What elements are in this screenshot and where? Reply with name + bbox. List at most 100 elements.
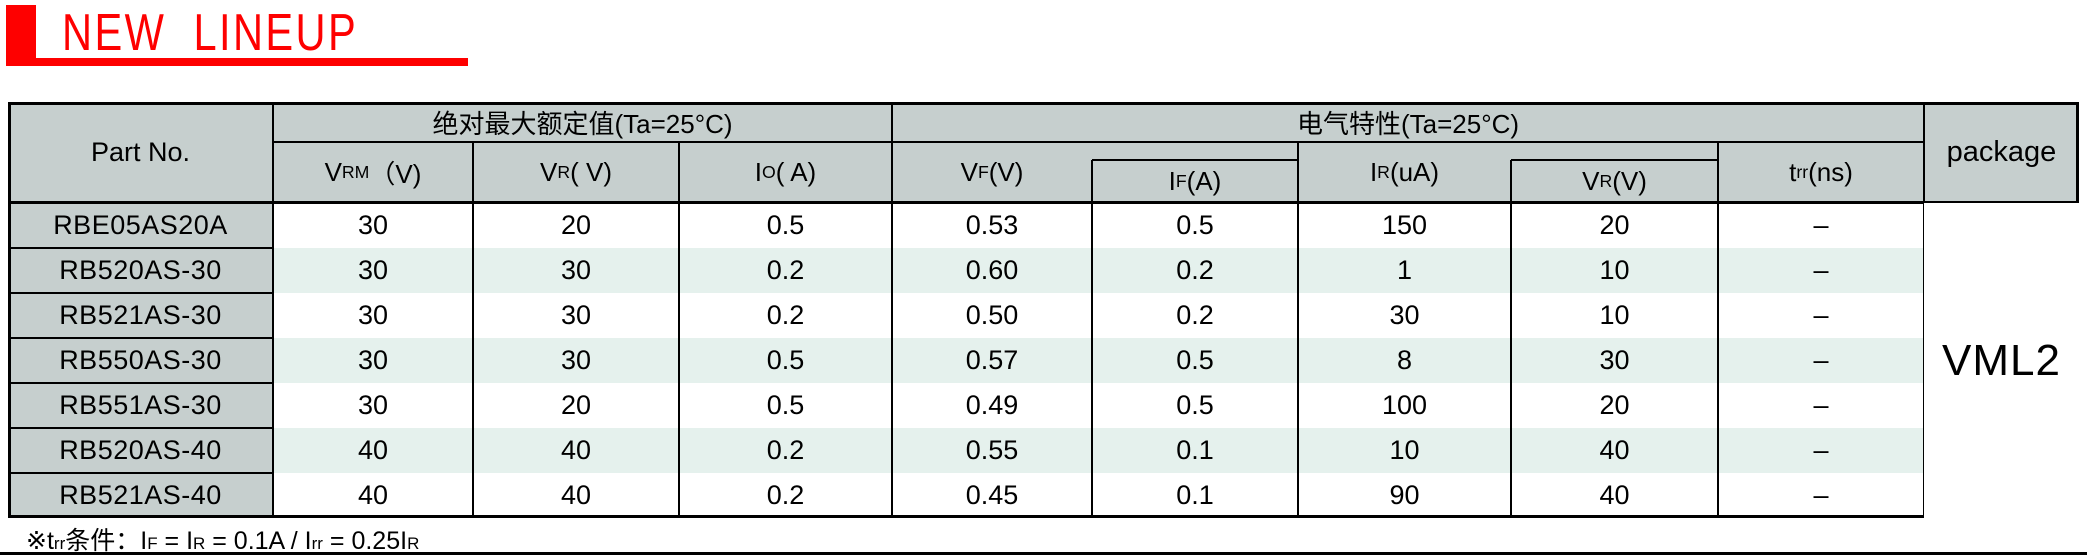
- part-no-cell: RB520AS-40: [59, 435, 222, 465]
- package-header: package: [1946, 136, 2057, 168]
- vf-value-cell: 0.60: [965, 255, 1019, 285]
- io-value-cell: 0.5: [766, 345, 805, 375]
- title-word-1: NEW: [62, 4, 167, 62]
- part-row-divider-2: [8, 292, 274, 294]
- vr-max-value-cell: 30: [560, 255, 592, 285]
- io-value-cell: 0.5: [766, 390, 805, 420]
- if-box-top-rule: [1092, 159, 1298, 161]
- vrm-subscript: RM: [341, 162, 370, 182]
- io-unit: ( A): [775, 157, 817, 187]
- vf-value-cell: 0.49: [965, 390, 1019, 420]
- ir-value-cell: 1: [1396, 255, 1413, 285]
- part-row-divider-6: [8, 472, 274, 474]
- col-rule-vrm: [472, 142, 474, 518]
- if-value-cell: 0.5: [1176, 210, 1214, 240]
- vr-box-top-rule: [1511, 159, 1718, 161]
- vr-max-value-cell: 30: [560, 300, 592, 330]
- vf-value-cell: 0.45: [965, 480, 1019, 510]
- footnote-text: 条件：I: [65, 527, 148, 555]
- ir-value-cell: 30: [1389, 300, 1420, 330]
- part-row-divider-3: [8, 337, 274, 339]
- vrm-value-cell: 30: [357, 345, 389, 375]
- ir-value-cell: 90: [1389, 480, 1420, 510]
- group-header-abs-max: 绝对最大额定值(Ta=25°C): [432, 108, 733, 139]
- lineup-table: Part No. 绝对最大额定值(Ta=25°C) 电气特性(Ta=25°C) …: [8, 102, 2079, 518]
- trr-value-cell: –: [1813, 255, 1829, 285]
- trr-value-cell: –: [1813, 480, 1829, 510]
- io-value-cell: 0.2: [766, 480, 805, 510]
- part-row-divider-1: [8, 247, 274, 249]
- vf-value-cell: 0.55: [965, 435, 1019, 465]
- col-rule-vrmeas: [1717, 142, 1719, 518]
- if-symbol: I: [1168, 166, 1176, 196]
- part-no-cell: RB550AS-30: [59, 345, 222, 375]
- column-header-vrm: V RM （V): [273, 142, 473, 203]
- col-rule-vrmax: [678, 142, 680, 518]
- io-value-cell: 0.2: [766, 435, 805, 465]
- vrm-value-cell: 40: [357, 480, 389, 510]
- vrm-value-cell: 30: [357, 255, 389, 285]
- vr-meas-value-cell: 20: [1599, 390, 1630, 420]
- col-rule-vf: [1091, 160, 1093, 518]
- if-value-cell: 0.5: [1176, 345, 1214, 375]
- trr-value-cell: –: [1813, 210, 1829, 240]
- table-border-bottom: [8, 515, 2079, 518]
- vrm-value-cell: 30: [357, 210, 389, 240]
- table-border-left: [8, 102, 11, 518]
- footnote-text: = 0.1A / I: [205, 527, 312, 555]
- vr-meas-value-cell: 40: [1599, 480, 1630, 510]
- row-stripe-4: [273, 338, 1924, 383]
- if-value-cell: 0.2: [1176, 300, 1214, 330]
- column-header-io: I O( A): [679, 142, 892, 203]
- vr-max-subscript: R: [557, 162, 571, 182]
- if-value-cell: 0.5: [1176, 390, 1214, 420]
- vr-meas-symbol: V: [1582, 166, 1600, 196]
- io-symbol: I: [754, 157, 763, 187]
- part-row-divider-5: [8, 427, 274, 429]
- col-rule-io: [891, 102, 893, 518]
- table-border-top: [8, 102, 2079, 105]
- vr-max-value-cell: 30: [560, 345, 592, 375]
- vf-value-cell: 0.50: [965, 300, 1019, 330]
- vr-max-value-cell: 40: [560, 480, 592, 510]
- part-no-cell: RB521AS-40: [59, 480, 222, 510]
- part-no-cell: RB551AS-30: [59, 390, 222, 420]
- vrm-value-cell: 40: [357, 435, 389, 465]
- if-value-cell: 0.2: [1176, 255, 1214, 285]
- io-value-cell: 0.2: [766, 300, 805, 330]
- package-value-cell: VML2: [1924, 203, 2079, 518]
- vrm-value-cell: 30: [357, 300, 389, 330]
- trr-symbol: t: [1789, 157, 1797, 187]
- ir-subscript: R: [1377, 162, 1390, 182]
- ir-value-cell: 8: [1396, 345, 1413, 375]
- vr-meas-value-cell: 10: [1599, 300, 1630, 330]
- footnote-subscript: R: [193, 534, 206, 553]
- vrm-unit: （V): [369, 159, 422, 189]
- vr-meas-value-cell: 30: [1599, 345, 1630, 375]
- part-no-header: Part No.: [90, 137, 191, 167]
- io-subscript: O: [762, 162, 776, 182]
- title-underline: [36, 58, 468, 66]
- vr-meas-unit: (V): [1612, 166, 1647, 196]
- part-no-cell: RBE05AS20A: [53, 210, 228, 240]
- page-title: NEW LINEUP: [62, 7, 358, 59]
- footnote-subscript: F: [147, 534, 158, 553]
- vrm-value-cell: 30: [357, 390, 389, 420]
- part-row-divider-4: [8, 382, 274, 384]
- footnote-text: = 0.25I: [322, 527, 408, 555]
- vf-unit: (V): [988, 157, 1024, 187]
- trr-value-cell: –: [1813, 345, 1829, 375]
- part-column-background: [8, 203, 273, 518]
- ir-value-cell: 10: [1389, 435, 1420, 465]
- vf-value-cell: 0.57: [965, 345, 1019, 375]
- if-value-cell: 0.1: [1176, 435, 1214, 465]
- ir-symbol: I: [1369, 157, 1378, 187]
- header-background: [8, 102, 2079, 203]
- vr-max-value-cell: 40: [560, 435, 592, 465]
- vf-symbol: V: [960, 157, 978, 187]
- vr-meas-subscript: R: [1599, 171, 1613, 191]
- column-header-vr-max: V R( V): [473, 142, 679, 203]
